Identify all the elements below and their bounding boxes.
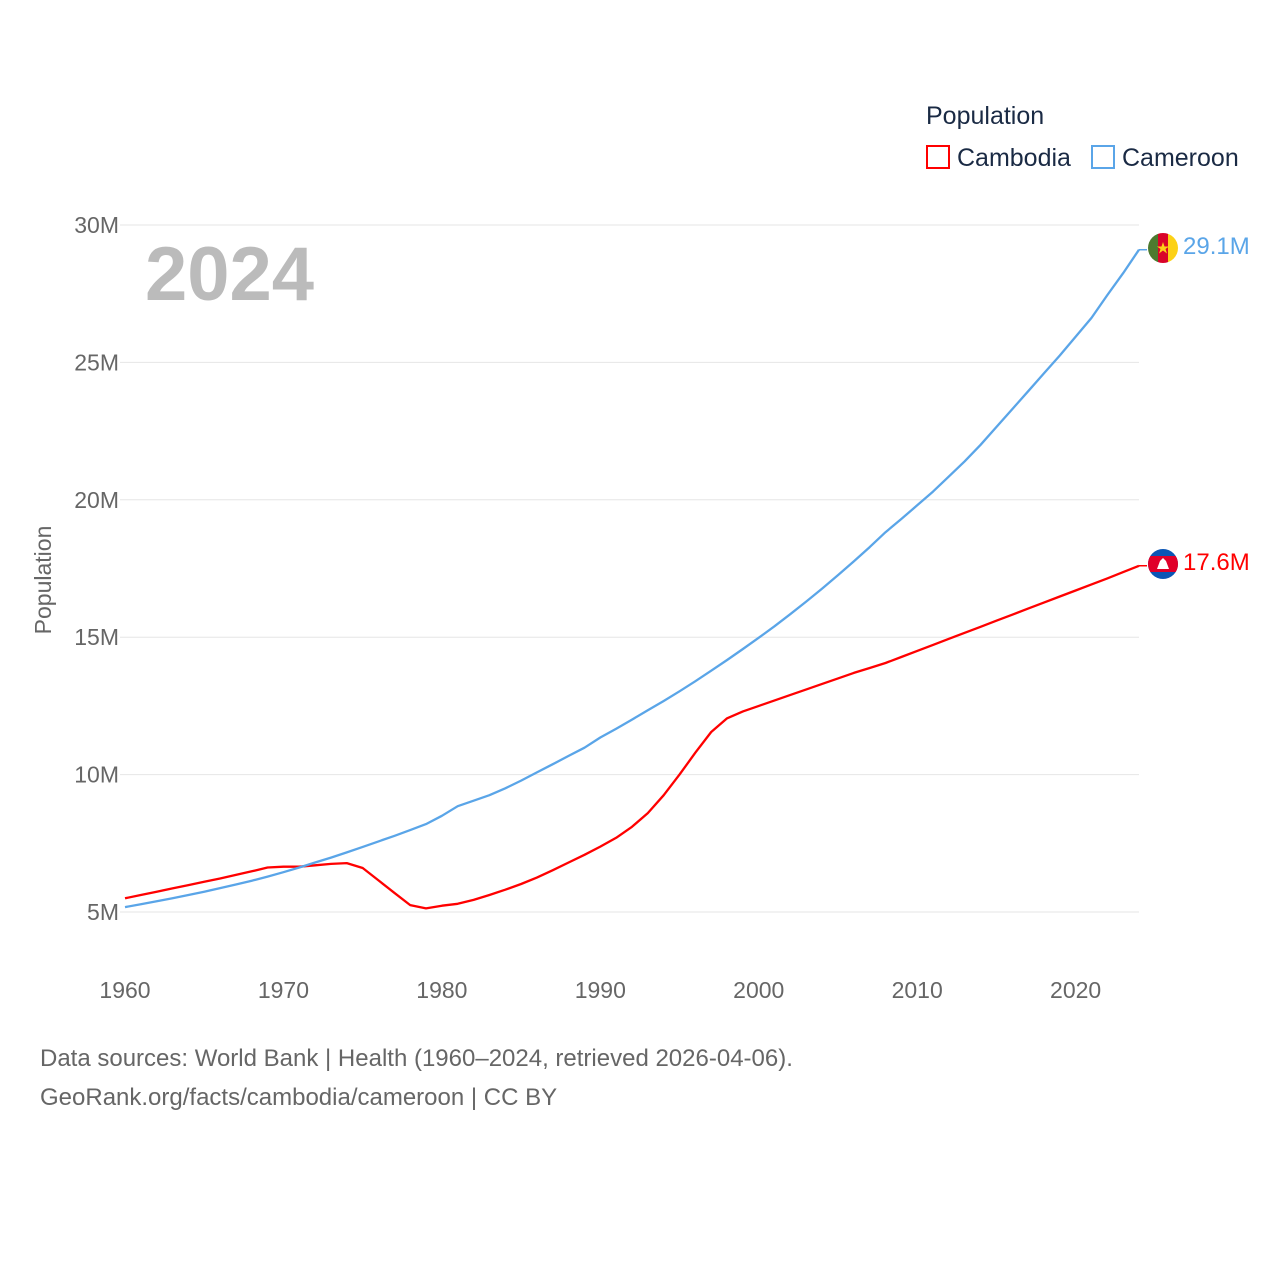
y-tick-label: 10M	[74, 762, 119, 788]
y-tick-label: 20M	[74, 487, 119, 513]
year-watermark: 2024	[145, 232, 314, 317]
x-tick-label: 1980	[416, 977, 467, 1003]
cameroon-flag-icon	[1148, 233, 1178, 263]
legend-label-cambodia[interactable]: Cambodia	[957, 144, 1071, 172]
x-tick-label: 1960	[99, 977, 150, 1003]
legend-title: Population	[926, 102, 1044, 130]
legend-swatch-cambodia[interactable]	[926, 145, 950, 169]
y-tick-label: 15M	[74, 624, 119, 650]
series-line-cameroon[interactable]	[124, 249, 1140, 909]
footer-source: Data sources: World Bank | Health (1960–…	[40, 1045, 793, 1072]
end-label-cambodia: 17.6M	[1183, 549, 1250, 576]
end-label-cameroon: 29.1M	[1183, 233, 1250, 260]
y-tick-label: 30M	[74, 212, 119, 238]
x-tick-label: 1970	[258, 977, 309, 1003]
cambodia-flag-icon	[1148, 549, 1178, 579]
legend-swatch-cameroon[interactable]	[1091, 145, 1115, 169]
legend-label-cameroon[interactable]: Cameroon	[1122, 144, 1239, 172]
x-tick-label: 1990	[575, 977, 626, 1003]
footer-link[interactable]: GeoRank.org/facts/cambodia/cameroon | CC…	[40, 1084, 558, 1111]
y-axis-label: Population	[30, 526, 56, 635]
legend: Population Cambodia Cameroon	[926, 102, 1239, 172]
x-tick-label: 2000	[733, 977, 784, 1003]
x-tick-label: 2020	[1050, 977, 1101, 1003]
y-tick-label: 5M	[87, 899, 119, 925]
series-line-cambodia[interactable]	[124, 564, 1140, 910]
x-tick-label: 2010	[892, 977, 943, 1003]
y-tick-label: 25M	[74, 349, 119, 375]
